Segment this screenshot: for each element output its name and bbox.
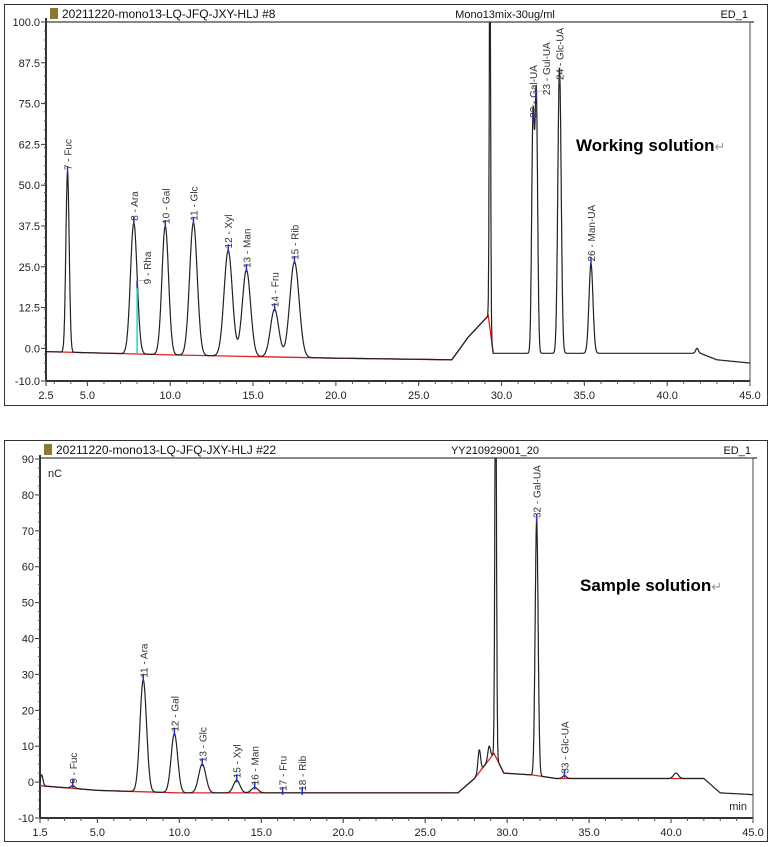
header-channel: ED_1 — [720, 9, 748, 21]
peak-label: 22 - Gal-UA — [529, 65, 540, 118]
peak-label: 17 - Fru — [279, 756, 290, 791]
y-tick-label: 0 — [28, 777, 34, 789]
peak-label: 13 - Glc — [198, 727, 209, 762]
x-tick-label: 2.5 — [38, 390, 53, 402]
peak-label: 18 - Rib — [298, 755, 309, 790]
plot-frame — [45, 21, 751, 382]
annotation-text: Sample solution — [580, 576, 712, 595]
peak-label: 33 - Glc-UA — [561, 721, 572, 774]
y-tick-label: 70 — [22, 526, 34, 538]
y-tick-label: 87.5 — [19, 58, 40, 70]
y-tick-label: 50.0 — [19, 180, 40, 192]
header-sample-name: Mono13mix-30ug/ml — [455, 9, 555, 21]
y-tick-label: 100.0 — [12, 17, 40, 29]
annotation-text: Working solution — [576, 136, 715, 155]
peak-label: 8 - Ara — [130, 191, 141, 221]
peak-label: 32 - Gal-UA — [533, 465, 544, 518]
sample-solution-panel: 20211220-mono13-LQ-JFQ-JXY-HLJ #22 YY2109… — [4, 440, 768, 842]
chromatogram-trace — [40, 458, 753, 796]
sample-solution-chromatogram: 20211220-mono13-LQ-JFQ-JXY-HLJ #22 YY2109… — [18, 443, 764, 839]
x-tick-label: 15.0 — [251, 827, 272, 839]
y-tick-label: 37.5 — [19, 221, 40, 233]
x-tick-label: 10.0 — [160, 390, 181, 402]
peak-label: 10 - Gal — [161, 188, 172, 224]
peak-label: 14 - Fru — [271, 272, 282, 307]
peak-label: 23 - Gul-UA — [542, 42, 553, 95]
header-sequence-name: 20211220-mono13-LQ-JFQ-JXY-HLJ #22 — [56, 443, 276, 457]
peak-label: 7 - Fuc — [64, 139, 75, 170]
x-tick-label: 20.0 — [333, 827, 354, 839]
document-icon — [44, 444, 52, 455]
y-tick-label: 75.0 — [19, 99, 40, 111]
y-tick-label: 90 — [22, 454, 34, 466]
peak-label: 9 - Rha — [143, 251, 154, 284]
y-tick-label: 40 — [22, 634, 34, 646]
x-tick-label: 40.0 — [656, 390, 677, 402]
sample-solution-annotation: Sample solution↵ — [580, 576, 722, 596]
chromatogram-trace — [46, 22, 750, 364]
peak-label: 11 - Ara — [139, 643, 150, 678]
y-tick-label: -10.0 — [15, 376, 40, 388]
y-tick-label: 10 — [22, 741, 34, 753]
x-tick-label: 20.0 — [325, 390, 346, 402]
working-solution-panel: 20211220-mono13-LQ-JFQ-JXY-HLJ #8 Mono13m… — [4, 4, 768, 406]
peak-label: 15 - Rib — [290, 224, 301, 259]
peak-label: 11 - Glc — [189, 186, 200, 220]
peak-label: 9 - Fuc — [69, 753, 80, 784]
x-tick-label: 45.0 — [739, 390, 760, 402]
x-tick-label: 25.0 — [408, 390, 429, 402]
return-mark-icon: ↵ — [711, 579, 723, 594]
y-tick-label: 12.5 — [19, 303, 40, 315]
peak-label: 12 - Xyl — [224, 215, 235, 249]
integration-baseline — [40, 752, 704, 794]
header-channel: ED_1 — [723, 445, 751, 457]
x-tick-label: 1.5 — [32, 827, 47, 839]
y-unit-label: nC — [48, 468, 62, 480]
header-sample-name: YY210929001_20 — [451, 445, 539, 457]
plot-frame — [39, 457, 754, 819]
y-tick-label: 50 — [22, 598, 34, 610]
x-tick-label: 25.0 — [414, 827, 435, 839]
y-tick-label: 30 — [22, 669, 34, 681]
working-solution-chromatogram: 20211220-mono13-LQ-JFQ-JXY-HLJ #8 Mono13m… — [12, 7, 760, 402]
y-tick-label: -10 — [18, 813, 34, 825]
peak-label: 24 - Glc-UA — [556, 27, 567, 80]
x-tick-label: 10.0 — [169, 827, 190, 839]
x-tick-label: 35.0 — [578, 827, 599, 839]
y-tick-label: 60 — [22, 562, 34, 574]
x-tick-label: 30.0 — [496, 827, 517, 839]
peak-label: 26 - Man-UA — [587, 204, 598, 261]
return-mark-icon: ↵ — [714, 139, 726, 154]
x-tick-label: 30.0 — [491, 390, 512, 402]
y-tick-label: 80 — [22, 490, 34, 502]
peak-label: 12 - Gal — [170, 696, 181, 732]
peak-label: 15 - Xyl — [233, 744, 244, 778]
x-tick-label: 15.0 — [242, 390, 263, 402]
x-tick-label: 35.0 — [574, 390, 595, 402]
peak-label: 16 - Man — [251, 746, 262, 785]
x-tick-label: 40.0 — [660, 827, 681, 839]
x-unit-label: min — [729, 801, 747, 813]
y-tick-label: 0.0 — [25, 343, 40, 355]
y-tick-label: 20 — [22, 705, 34, 717]
x-tick-label: 5.0 — [90, 827, 105, 839]
document-icon — [50, 8, 58, 19]
working-solution-annotation: Working solution↵ — [576, 136, 725, 156]
x-tick-label: 45.0 — [742, 827, 763, 839]
header-sequence-name: 20211220-mono13-LQ-JFQ-JXY-HLJ #8 — [62, 7, 276, 21]
y-tick-label: 25.0 — [19, 262, 40, 274]
y-tick-label: 62.5 — [19, 139, 40, 151]
x-tick-label: 5.0 — [80, 390, 95, 402]
peak-label: 13 - Man — [242, 229, 253, 268]
